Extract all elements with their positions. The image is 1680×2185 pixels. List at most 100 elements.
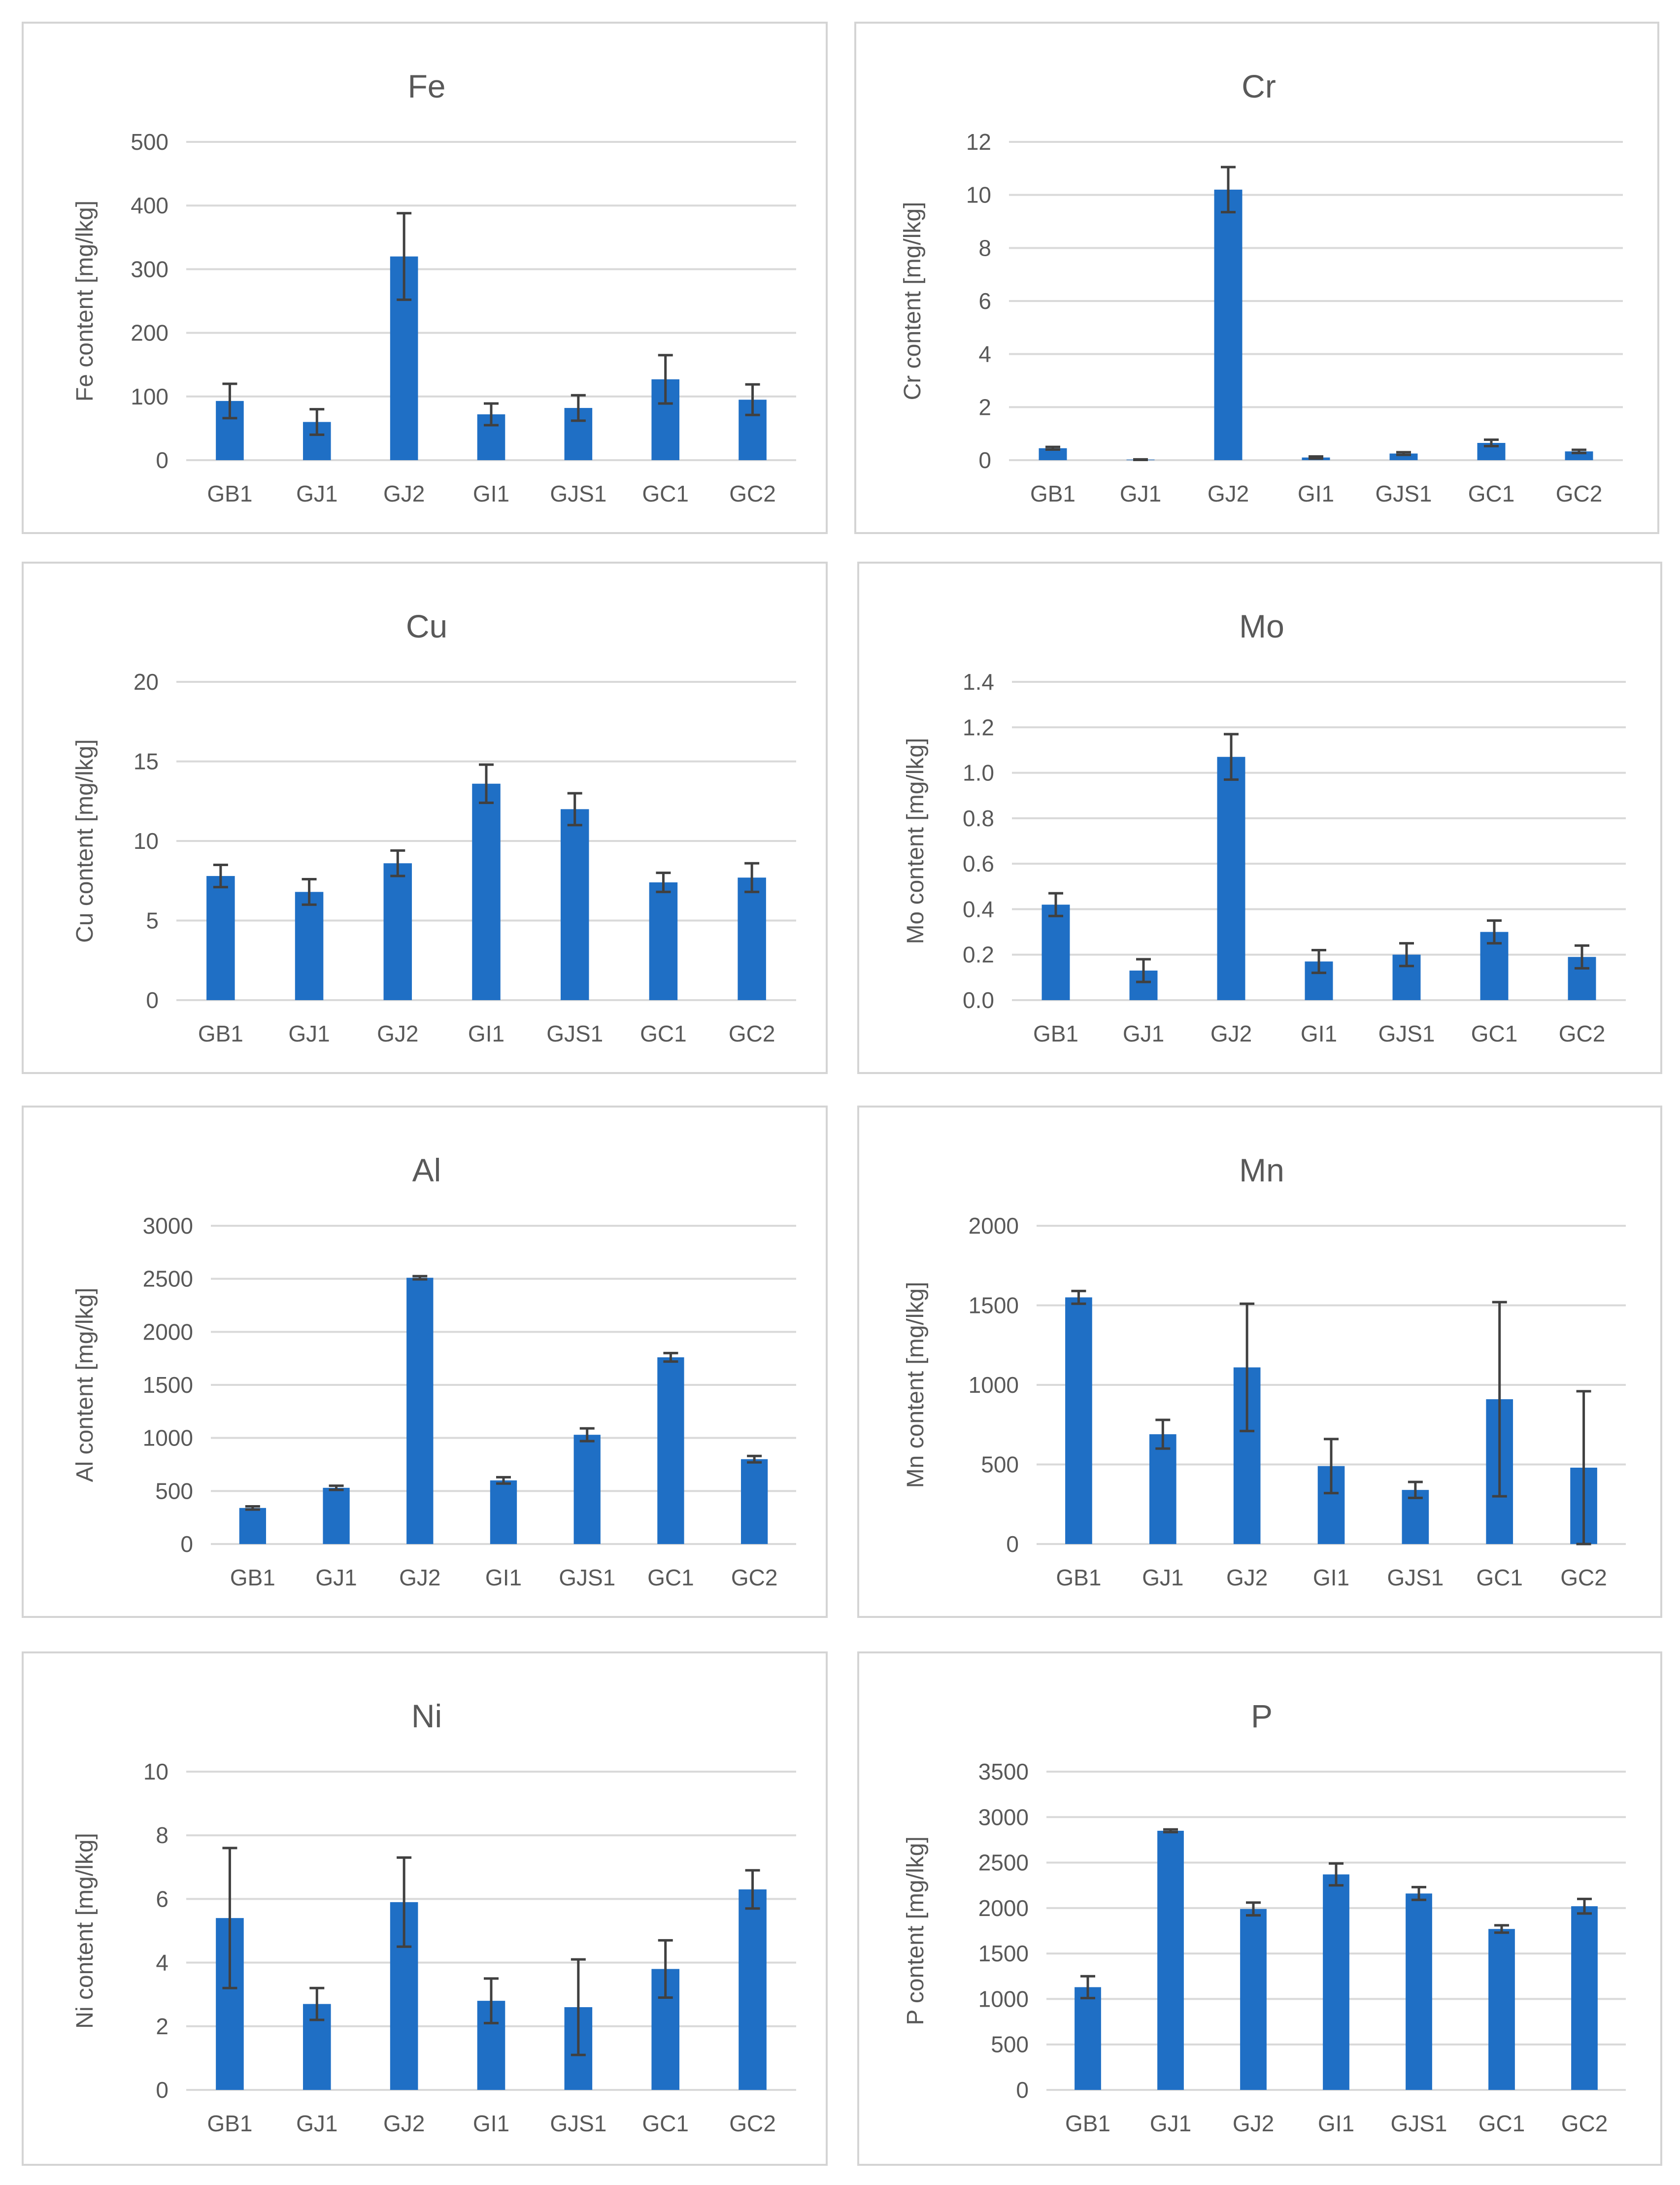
- x-tick-label: GB1: [198, 1021, 243, 1046]
- chart-title: Al: [412, 1152, 441, 1188]
- y-axis-label: Mn content [mg/lkg]: [903, 1282, 929, 1488]
- bar-al-gc2: [740, 1459, 768, 1544]
- error-bar-cu-gjs1: [567, 792, 582, 827]
- x-tick-label: GB1: [1065, 2111, 1110, 2136]
- x-tick-label: GC1: [640, 1021, 687, 1046]
- chart-panel-cr: Cr Cr content [mg/lkg] 0 2 4 6 8 10 12 GB1 GJ1 GJ2 G…: [854, 22, 1659, 534]
- error-bar-ni-gj2: [397, 1856, 412, 1948]
- chart-panel-al: Al Al content [mg/lkg] 0 500 1000 1500 2000 250…: [22, 1106, 828, 1618]
- error-bar-mn-gi1: [1324, 1438, 1339, 1495]
- x-tick-label: GI1: [1298, 481, 1334, 506]
- x-tick-label: GJ1: [315, 1565, 357, 1590]
- y-axis-label: Fe content [mg/lkg]: [72, 201, 98, 402]
- error-bar-cr-gi1: [1309, 455, 1323, 460]
- bar-al-gc1: [657, 1357, 684, 1544]
- y-tick-label: 0.6: [963, 851, 994, 876]
- y-tick-label: 10: [134, 828, 159, 854]
- chart-panel-p: P P content [mg/lkg] 0 500 1000 1500 2000 2500 3…: [857, 1651, 1662, 2166]
- error-bar-cr-gj1: [1133, 458, 1148, 461]
- y-axis-label: Cu content [mg/lkg]: [72, 739, 98, 943]
- error-bar-p-gj1: [1163, 1828, 1178, 1834]
- bar-cu-gc2: [738, 877, 766, 1000]
- error-bar-fe-gj2: [397, 212, 412, 301]
- y-tick-label: 1500: [143, 1372, 193, 1398]
- y-tick-label: 8: [156, 1822, 168, 1848]
- x-tick-label: GJS1: [1387, 1565, 1444, 1590]
- y-tick-label: 0: [180, 1531, 193, 1557]
- x-tick-label: GJS1: [1378, 1021, 1435, 1046]
- y-axis-label: Mo content [mg/lkg]: [903, 738, 929, 944]
- x-tick-label: GJ1: [1142, 1565, 1183, 1590]
- error-bar-mn-gjs1: [1408, 1480, 1423, 1499]
- y-tick-label: 400: [131, 193, 168, 218]
- y-tick-label: 3000: [978, 1804, 1029, 1830]
- y-tick-label: 2000: [969, 1213, 1019, 1239]
- x-tick-label: GC1: [647, 1565, 694, 1590]
- bar-cu-gi1: [472, 783, 501, 1000]
- x-tick-label: GJ2: [1208, 481, 1249, 506]
- bar-cu-gjs1: [560, 809, 589, 1000]
- chart-mn: Mn Mn content [mg/lkg] 0 500 1000 1500 2000 GB1…: [903, 1152, 1626, 1590]
- x-tick-label: GJ2: [383, 481, 425, 506]
- x-tick-label: GJ1: [296, 2111, 337, 2136]
- chart-al: Al Al content [mg/lkg] 0 500 1000 1500 2000 250…: [72, 1152, 796, 1590]
- error-bar-al-gjs1: [579, 1427, 595, 1443]
- x-tick-label: GB1: [1030, 481, 1075, 506]
- y-tick-label: 500: [155, 1478, 193, 1504]
- bar-al-gb1: [239, 1508, 267, 1544]
- error-bar-al-gc2: [747, 1454, 762, 1464]
- chart-panel-ni: Ni Ni content [mg/lkg] 0 2 4 6 8 10 GB1 GJ1 GJ2 GI1…: [22, 1651, 828, 2166]
- y-tick-label: 500: [981, 1452, 1019, 1478]
- bar-cu-gc1: [649, 882, 678, 1000]
- x-tick-label: GJS1: [550, 2111, 606, 2136]
- bar-p-gjs1: [1406, 1893, 1432, 2090]
- y-tick-label: 2500: [978, 1850, 1029, 1876]
- error-bar-ni-gjs1: [571, 1958, 586, 2056]
- bar-p-gj1: [1157, 1830, 1184, 2090]
- error-bar-p-gc2: [1577, 1897, 1592, 1915]
- error-bar-mo-gc1: [1487, 919, 1502, 945]
- y-tick-label: 500: [131, 129, 168, 155]
- bar-mn-gb1: [1065, 1297, 1092, 1544]
- y-tick-label: 0.2: [963, 942, 994, 968]
- chart-cu: Cu Cu content [mg/lkg] 0 5 10 15 20 GB1 GJ1 GJ2 GI…: [72, 608, 796, 1046]
- x-tick-label: GJ1: [1120, 481, 1161, 506]
- error-bar-fe-gi1: [484, 402, 499, 427]
- x-tick-label: GJ2: [1233, 2111, 1274, 2136]
- y-tick-label: 10: [966, 182, 991, 208]
- bar-mn-gj1: [1149, 1434, 1176, 1544]
- bar-mo-gj2: [1217, 757, 1245, 1000]
- error-bar-cr-gb1: [1045, 445, 1060, 451]
- x-tick-label: GB1: [207, 481, 252, 506]
- x-tick-label: GI1: [473, 481, 509, 506]
- chart-title: P: [1251, 1698, 1273, 1734]
- x-tick-label: GJS1: [559, 1565, 615, 1590]
- bar-p-gb1: [1075, 1987, 1101, 2090]
- error-bar-mo-gj1: [1136, 958, 1151, 983]
- error-bar-cu-gj1: [302, 878, 317, 906]
- x-tick-label: GJ1: [288, 1021, 330, 1046]
- error-bar-mo-gi1: [1311, 948, 1326, 975]
- bar-cr-gj2: [1214, 189, 1243, 460]
- x-tick-label: GC2: [1561, 2111, 1608, 2136]
- error-bar-mn-gb1: [1071, 1289, 1086, 1305]
- error-bar-p-gb1: [1080, 1975, 1095, 2000]
- chart-panel-mn: Mn Mn content [mg/lkg] 0 500 1000 1500 2000 GB1…: [857, 1106, 1662, 1618]
- y-tick-label: 3500: [978, 1759, 1029, 1784]
- error-bar-cr-gc2: [1572, 448, 1586, 454]
- y-tick-label: 200: [131, 320, 168, 346]
- chart-panel-mo: Mo Mo content [mg/lkg] 0.0 0.2 0.4 0.6 0.8 1.0 1…: [857, 562, 1662, 1074]
- y-tick-label: 8: [978, 235, 991, 261]
- bar-cu-gj1: [295, 892, 324, 1000]
- error-bar-al-gj1: [329, 1484, 344, 1491]
- x-tick-label: GB1: [230, 1565, 275, 1590]
- error-bar-fe-gj1: [309, 408, 325, 436]
- chart-panel-cu: Cu Cu content [mg/lkg] 0 5 10 15 20 GB1 GJ1 GJ2 GI…: [22, 562, 828, 1074]
- bar-p-gc1: [1488, 1929, 1515, 2090]
- x-tick-label: GC1: [1468, 481, 1515, 506]
- x-tick-label: GC2: [731, 1565, 778, 1590]
- y-tick-label: 2500: [143, 1266, 193, 1292]
- chart-mo: Mo Mo content [mg/lkg] 0.0 0.2 0.4 0.6 0.8 1.0 1…: [903, 608, 1626, 1046]
- y-tick-label: 4: [978, 341, 991, 367]
- y-tick-label: 6: [156, 1886, 168, 1912]
